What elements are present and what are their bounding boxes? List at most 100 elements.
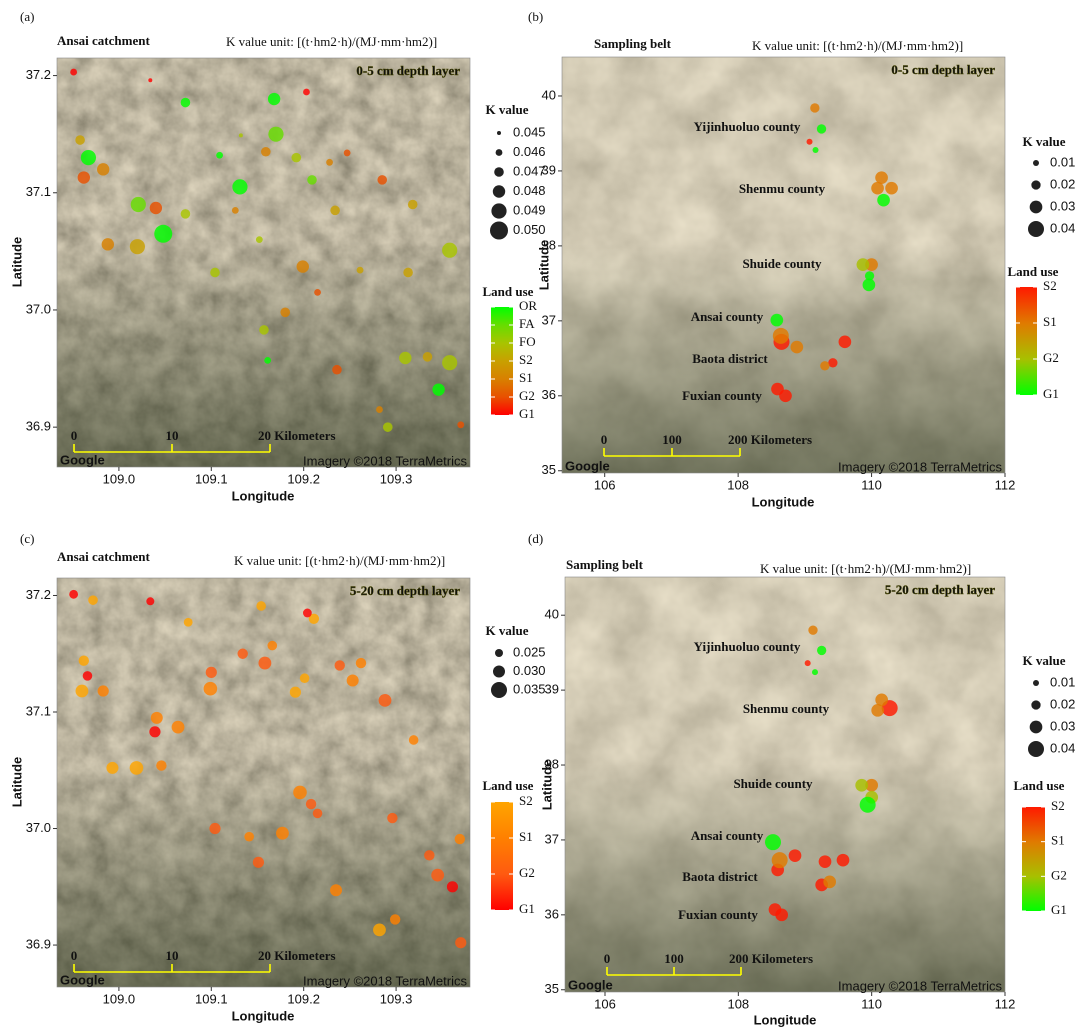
sample-point: [156, 760, 166, 770]
size-legend-label: 0.048: [513, 183, 546, 198]
color-legend-title: Land use: [1014, 778, 1065, 793]
x-axis-label: Longitude: [232, 488, 295, 503]
legend-entry: S2: [1043, 278, 1057, 293]
size-legend-label: 0.01: [1050, 674, 1075, 689]
sample-point: [409, 735, 419, 745]
chart-title: Ansai catchment: [57, 549, 150, 564]
sample-point: [810, 103, 819, 112]
sample-point: [885, 182, 898, 195]
color-legend-title: Land use: [1008, 264, 1059, 279]
sample-point: [261, 147, 271, 157]
legend-entry: G1: [1051, 902, 1067, 917]
y-tick-label: 37.0: [26, 820, 51, 835]
sample-point: [239, 133, 243, 137]
scale-bar-label: 200 Kilometers: [728, 432, 812, 447]
sample-point: [857, 258, 870, 271]
size-legend-dot: [491, 682, 507, 698]
map-credit: Google: [565, 458, 610, 473]
sample-point: [819, 855, 832, 868]
sample-point: [356, 658, 366, 668]
size-legend-dot: [1030, 201, 1043, 214]
y-tick-label: 37: [542, 312, 556, 327]
figure: (a) Ansai catchment K value unit: [(t·hm2·…: [0, 0, 1080, 1030]
sample-point: [181, 98, 191, 108]
sample-point: [442, 355, 457, 370]
x-axis-label: Longitude: [754, 1012, 817, 1027]
sample-point: [130, 761, 144, 775]
y-tick-label: 35: [545, 981, 559, 996]
legend-entry: FO: [519, 334, 536, 349]
legend-entry: S1: [519, 829, 533, 844]
sample-point: [823, 876, 836, 889]
sample-point: [172, 721, 185, 734]
sample-point: [314, 289, 321, 296]
chart-subtitle: K value unit: [(t·hm2·h)/(MJ·mm·hm2)]: [226, 34, 437, 49]
sample-point: [256, 601, 266, 611]
sample-point: [290, 687, 301, 698]
sample-point: [98, 685, 109, 696]
sample-point: [181, 209, 191, 219]
size-legend-dot: [497, 131, 501, 135]
sample-point: [210, 268, 220, 278]
sample-point: [871, 182, 884, 195]
sample-point: [871, 704, 884, 717]
size-legend-dot: [1033, 680, 1039, 686]
sample-point: [303, 609, 312, 618]
sample-point: [431, 869, 444, 882]
sample-point: [442, 243, 457, 258]
sample-point: [297, 260, 309, 272]
panel-label: (a): [20, 9, 34, 24]
sample-point: [383, 422, 393, 432]
y-tick-label: 35: [542, 462, 556, 477]
y-tick-label: 38: [542, 237, 556, 252]
sample-point: [837, 854, 850, 867]
size-legend-dot: [496, 149, 503, 156]
chart-title: Sampling belt: [594, 36, 672, 51]
sample-point: [773, 328, 789, 344]
sample-point: [280, 308, 290, 318]
sample-point: [70, 69, 77, 76]
size-legend-label: 0.030: [513, 663, 546, 678]
y-axis-label: Latitude: [9, 237, 24, 288]
place-label: Fuxian county: [678, 907, 758, 922]
scale-bar-label: 0: [71, 428, 78, 443]
size-legend-label: 0.04: [1050, 740, 1075, 755]
sample-point: [102, 238, 114, 250]
sample-point: [232, 179, 247, 194]
sample-point: [805, 660, 811, 666]
sample-point: [154, 225, 172, 243]
page: (a) Ansai catchment K value unit: [(t·hm2·…: [0, 0, 1080, 1030]
scale-bar-label: 0: [71, 948, 78, 963]
sample-point: [293, 786, 307, 800]
sample-point: [779, 389, 792, 402]
chart-subtitle: K value unit: [(t·hm2·h)/(MJ·mm·hm2)]: [752, 38, 963, 53]
place-label: Shenmu county: [743, 701, 830, 716]
panel-label: (b): [528, 9, 543, 24]
x-tick-label: 109.0: [103, 471, 136, 486]
chart-title: Sampling belt: [566, 557, 644, 572]
sample-point: [131, 197, 146, 212]
sample-point: [424, 850, 434, 860]
sample-point: [238, 649, 248, 659]
size-legend-dot: [490, 222, 508, 240]
y-tick-label: 38: [545, 756, 559, 771]
x-axis-label: Longitude: [232, 1008, 295, 1023]
panel-label: (c): [20, 531, 34, 546]
map-credit: Google: [60, 972, 105, 987]
sample-point: [78, 171, 90, 183]
chart-title: Ansai catchment: [57, 33, 150, 48]
sample-point: [812, 669, 818, 675]
size-legend-title: K value: [486, 623, 529, 638]
size-legend-dot: [1028, 741, 1044, 757]
y-tick-label: 37.1: [26, 184, 51, 199]
sample-point: [335, 660, 345, 670]
x-tick-label: 109.1: [195, 991, 228, 1006]
sample-point: [775, 909, 788, 922]
sample-point: [332, 365, 342, 375]
sample-point: [75, 135, 85, 145]
scale-bar-label: 200 Kilometers: [729, 951, 813, 966]
size-legend-dot: [1033, 160, 1039, 166]
sample-point: [244, 832, 254, 842]
sample-point: [457, 421, 464, 428]
sample-point: [268, 93, 280, 105]
